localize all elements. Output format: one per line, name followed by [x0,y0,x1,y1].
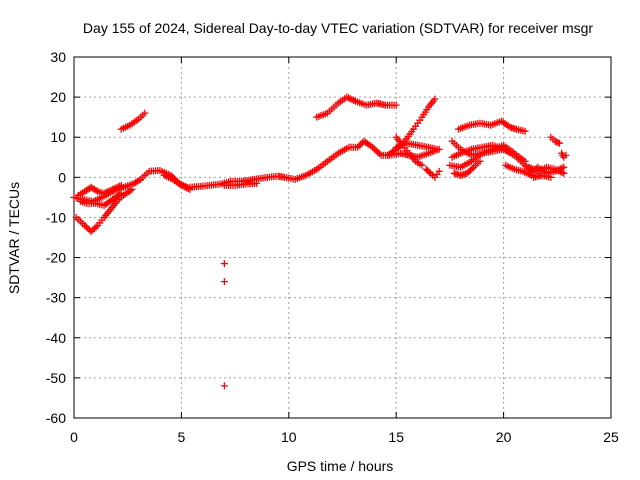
y-tick-label: -30 [46,290,66,306]
plot-frame [73,56,612,419]
data-point [554,139,562,147]
data-point [82,223,90,231]
data-point [92,223,100,231]
data-point [435,167,443,175]
data-point [84,224,92,232]
data-point [135,176,143,184]
data-point [465,168,473,176]
x-axis-label: GPS time / hours [287,458,394,474]
series-sdtvar-high-arc [313,93,400,121]
data-point [357,140,365,148]
y-tick-label: -10 [46,209,66,225]
grid-lines [74,57,611,418]
data-point [92,186,100,194]
chart-title: Day 155 of 2024, Sidereal Day-to-day VTE… [83,20,593,36]
data-point [81,221,89,229]
data-point [521,127,529,135]
y-tick-label: -60 [46,410,66,426]
series-sdtvar-early-upper [74,171,261,209]
x-tick-label: 10 [281,429,297,445]
data-point [547,173,555,181]
y-tick-label: 0 [58,169,66,185]
data-point [253,179,261,187]
x-tick-label: 5 [178,429,186,445]
data-point [90,224,98,232]
data-point [560,163,568,171]
y-axis: -60 -50 -40 -30 -20 -10 0 10 20 30 [46,49,611,426]
data-points [70,93,570,390]
data-point [431,95,439,103]
y-axis-label: SDTVAR / TECUs [6,182,22,294]
x-tick-label: 15 [388,429,404,445]
series-sdtvar-outliers [220,260,228,390]
data-point [521,157,529,165]
y-tick-label: -40 [46,330,66,346]
data-point [220,382,228,390]
data-point [354,143,362,151]
data-point [374,148,382,156]
data-point [87,227,95,235]
data-point [466,166,474,174]
x-axis: 0 5 10 15 20 25 [70,57,619,445]
y-tick-label: -50 [46,370,66,386]
x-tick-label: 20 [496,429,512,445]
y-tick-label: 30 [50,49,66,65]
data-point [425,168,433,176]
data-point [220,278,228,286]
series-sdtvar-short-arc [117,109,149,133]
data-point [117,181,125,189]
x-tick-label: 25 [603,429,619,445]
data-point [375,150,383,158]
data-point [562,151,570,159]
y-tick-label: 20 [50,89,66,105]
data-point [418,161,426,169]
data-point [555,139,563,147]
y-tick-label: 10 [50,129,66,145]
data-point [392,101,400,109]
data-point [186,185,194,193]
data-point [128,185,136,193]
y-tick-label: -20 [46,250,66,266]
series-sdtvar-late-clusters [392,117,570,181]
data-point [372,146,380,154]
data-point [433,145,441,153]
data-point [476,157,484,165]
series-sdtvar-lower-arc [72,185,136,235]
data-point [463,169,471,177]
data-point [141,109,149,117]
data-point [117,189,125,197]
data-point [220,260,228,268]
data-point [560,169,568,177]
data-point [510,151,518,159]
data-point [89,226,97,234]
data-point [468,165,476,173]
x-tick-label: 0 [70,429,78,445]
data-point [355,142,363,150]
